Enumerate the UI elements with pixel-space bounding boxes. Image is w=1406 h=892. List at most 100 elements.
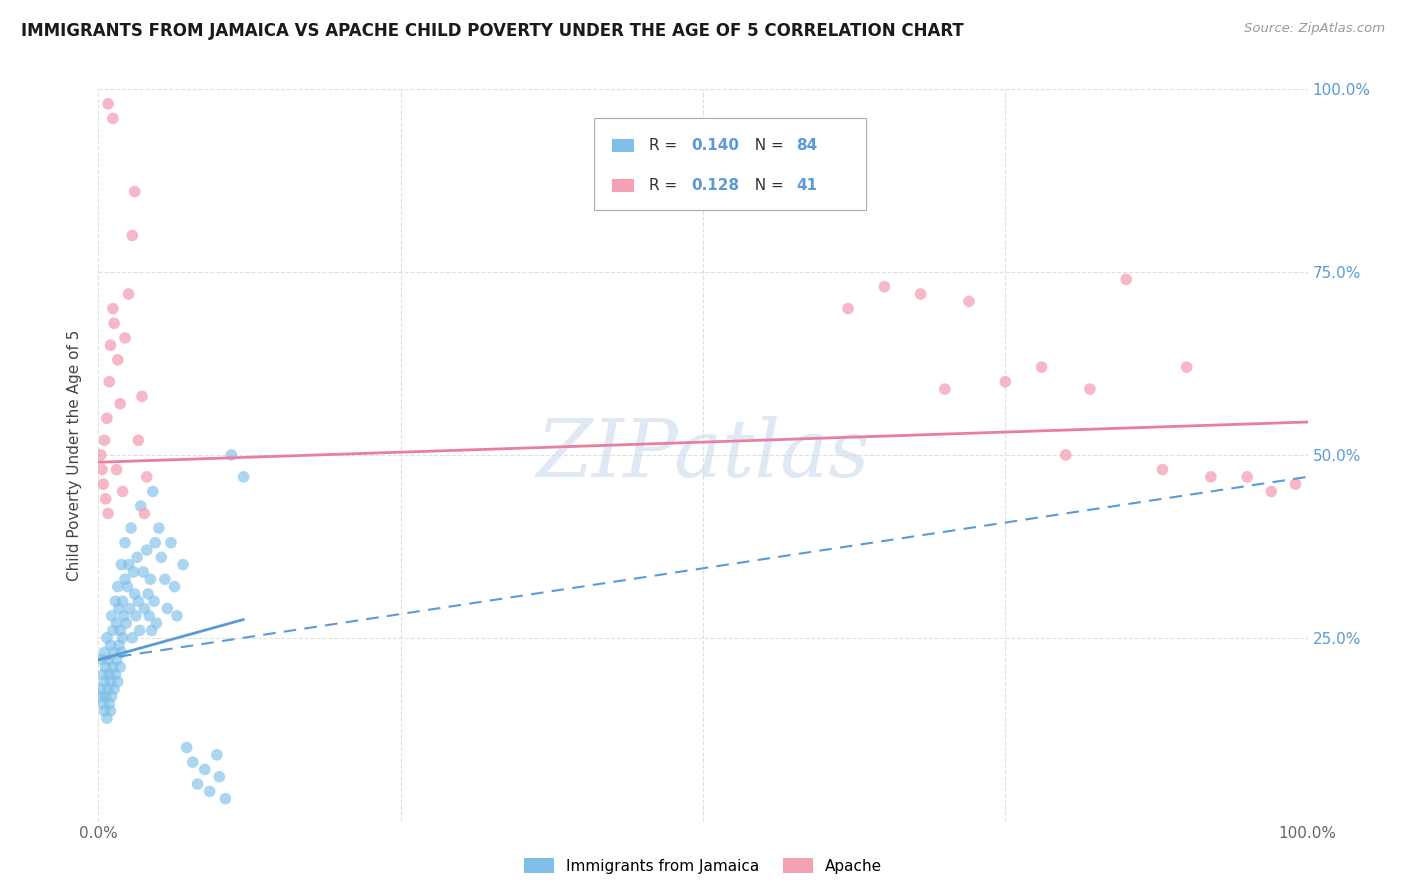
Point [187,777,209,791]
Point [97,507,120,521]
Point [1115,272,1137,286]
Point [143,535,166,549]
Point [118,287,141,301]
Point [134,507,156,521]
Point [120,521,142,535]
Text: IMMIGRANTS FROM JAMAICA VS APACHE CHILD POVERTY UNDER THE AGE OF 5 CORRELATION C: IMMIGRANTS FROM JAMAICA VS APACHE CHILD … [21,22,965,40]
Text: 0.128: 0.128 [690,178,740,193]
Point [114,572,136,586]
Point [208,770,231,784]
Point [127,434,149,448]
Point [143,594,166,608]
Point [98,667,121,681]
Point [957,294,980,309]
Point [153,572,176,586]
Point [91,477,114,491]
Text: 84: 84 [796,138,817,153]
Point [104,594,127,608]
Point [1284,477,1306,491]
Point [115,616,138,631]
Point [111,594,134,608]
Point [97,96,120,111]
Point [111,484,134,499]
Point [114,535,136,549]
Point [128,624,150,638]
Point [107,352,129,367]
Point [100,704,122,718]
Point [94,660,117,674]
Point [105,653,128,667]
Point [100,690,122,704]
Point [91,462,114,476]
Point [100,338,122,352]
Point [136,587,159,601]
Point [132,565,155,579]
Y-axis label: Child Poverty Under the Age of 5: Child Poverty Under the Age of 5 [67,329,83,581]
Text: ZIPatlas: ZIPatlas [536,417,870,493]
Point [100,674,122,689]
Point [111,631,134,645]
Point [98,697,121,711]
Point [103,681,125,696]
Point [121,228,143,243]
Point [108,660,131,674]
Point [837,301,859,316]
Point [148,521,170,535]
Point [156,601,179,615]
Point [124,587,146,601]
Point [150,550,173,565]
Text: R =: R = [648,138,682,153]
Point [93,645,115,659]
Point [103,645,125,659]
Point [108,638,131,652]
Text: N =: N = [745,178,789,193]
Point [107,674,129,689]
Point [129,499,152,513]
Point [93,674,115,689]
Point [135,543,157,558]
Point [127,550,149,565]
Point [121,631,143,645]
Point [101,301,124,316]
Point [91,653,114,667]
Point [135,470,157,484]
Point [1152,462,1174,476]
Point [94,690,117,704]
Point [104,667,127,681]
Text: 0.140: 0.140 [690,138,740,153]
Point [91,697,114,711]
FancyBboxPatch shape [595,119,866,210]
Point [172,558,194,572]
Point [127,594,149,608]
Point [221,448,243,462]
Point [142,484,165,499]
Point [101,624,124,638]
Point [107,580,129,594]
Point [93,434,115,448]
Point [96,711,118,725]
Point [1078,382,1101,396]
Text: N =: N = [745,138,789,153]
Point [122,565,145,579]
Point [232,470,254,484]
Point [1236,470,1258,484]
Point [134,601,156,615]
Point [141,624,163,638]
Point [910,287,932,301]
Point [110,558,132,572]
Point [105,462,128,476]
Point [110,645,132,659]
Point [103,316,125,330]
Point [101,112,124,126]
Point [1199,470,1222,484]
Point [108,624,131,638]
Point [214,791,236,805]
Point [97,653,120,667]
Point [124,185,146,199]
Point [198,784,221,798]
Point [1175,360,1198,375]
Point [166,608,188,623]
Point [1031,360,1053,375]
Point [98,375,121,389]
Point [96,411,118,425]
